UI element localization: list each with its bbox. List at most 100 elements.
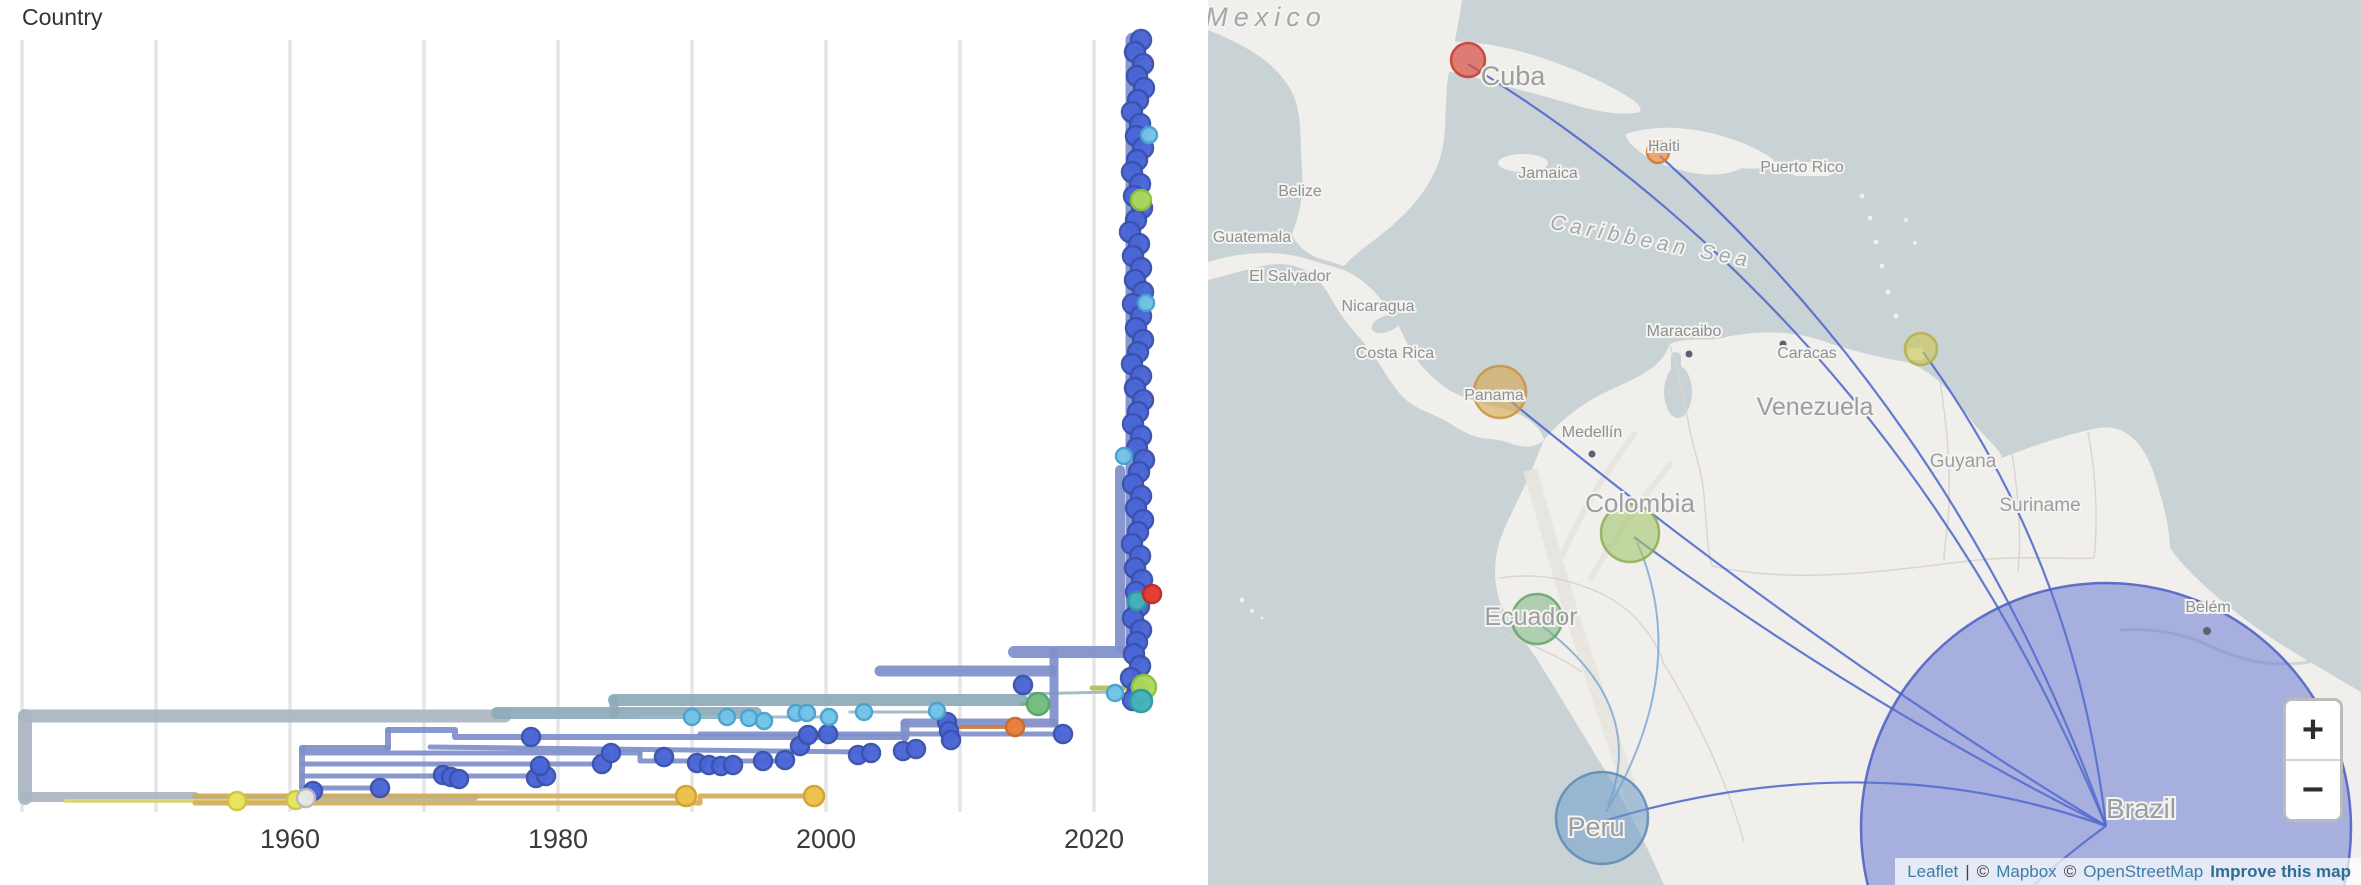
map-attribution: Leaflet | © Mapbox © OpenStreetMap Impro… [1895, 858, 2361, 885]
tree-tip[interactable] [520, 726, 542, 748]
transmission-line-peru-colombia [1605, 541, 1660, 813]
lake-nicaragua [1371, 314, 1401, 334]
place-label: Belize [1278, 183, 1322, 200]
tree-tip[interactable] [797, 724, 819, 746]
map-bubble-panama[interactable] [1472, 364, 1528, 420]
tree-tip[interactable] [1052, 723, 1074, 745]
tree-tip[interactable] [1128, 688, 1154, 714]
tree-tip[interactable] [529, 755, 551, 777]
mapbox-link[interactable]: Mapbox [1996, 861, 2057, 881]
zoom-in-button[interactable]: + [2286, 701, 2340, 759]
tree-tip[interactable] [226, 790, 248, 812]
land-isla-juventud [1421, 98, 1439, 108]
tree-tip[interactable] [940, 729, 962, 751]
tree-tip[interactable] [1139, 125, 1159, 145]
tree-tip[interactable] [674, 784, 698, 808]
map-bubble-haiti[interactable] [1645, 139, 1671, 165]
tree-tip[interactable] [854, 702, 874, 722]
place-label: Maracaibo [1647, 323, 1722, 340]
tree-tip[interactable] [1025, 691, 1051, 717]
zoom-out-button[interactable]: − [2286, 761, 2340, 819]
tree-tip[interactable] [802, 784, 826, 808]
attribution-separator: | [1965, 861, 1970, 881]
tree-tip[interactable] [1141, 583, 1163, 605]
tree-tip[interactable] [717, 707, 737, 727]
tree-tip[interactable] [774, 749, 796, 771]
map-bubble-peru[interactable] [1554, 770, 1650, 866]
coloring-label: Country [22, 4, 103, 30]
place-label: Guyana [1930, 451, 1997, 472]
tree-tip[interactable] [739, 708, 759, 728]
place-label: Venezuela [1757, 393, 1874, 421]
map-bubble-trinidad[interactable] [1903, 331, 1939, 367]
place-label: Mexico [1208, 2, 1327, 32]
land-central-america [1208, 253, 1544, 447]
tree-tip[interactable] [819, 707, 839, 727]
tree-tip[interactable] [1105, 683, 1125, 703]
city-dot [2203, 627, 2211, 635]
place-label: Panama [1464, 387, 1524, 404]
map-bubble-brazil[interactable] [1859, 581, 2353, 885]
city-dot [1588, 450, 1596, 458]
axis-tick-label: 2000 [796, 824, 856, 854]
tree-tip[interactable] [817, 723, 839, 745]
axis-tick-label: 1960 [260, 824, 320, 854]
place-label: Suriname [1999, 495, 2080, 516]
place-label: Colombia [1585, 488, 1695, 518]
tree-tip[interactable] [1012, 674, 1034, 696]
tree-tip[interactable] [860, 742, 882, 764]
land-puerto-rico [1790, 162, 1834, 176]
tree-tip[interactable] [752, 750, 774, 772]
map-bubble-cuba[interactable] [1449, 41, 1487, 79]
place-label: Brazil [2106, 793, 2176, 824]
tree-tip[interactable] [754, 711, 774, 731]
place-label: Nicaragua [1342, 298, 1415, 315]
tree-tip[interactable] [797, 703, 817, 723]
tree-tip[interactable] [682, 707, 702, 727]
phylogenetic-tree[interactable]: 1960 1980 2000 2020 [0, 0, 1208, 885]
place-label: Jamaica [1518, 165, 1578, 182]
tree-tip[interactable] [1136, 293, 1156, 313]
map-bubble-colombia[interactable] [1599, 502, 1661, 564]
improve-map-link[interactable]: Improve this map [2210, 861, 2351, 881]
landmasses [1208, 0, 2361, 885]
tree-tip[interactable] [369, 777, 391, 799]
map-bubble-ecuador[interactable] [1510, 592, 1564, 646]
city-dot [1685, 350, 1693, 358]
tree-branch[interactable] [192, 793, 815, 806]
city-dot [1779, 340, 1787, 348]
axis-tick-label: 1980 [528, 824, 588, 854]
tree-tip[interactable] [1004, 716, 1026, 738]
map-panel[interactable]: Mexico Caribbean Sea Cuba Jamaica Haiti Puert… [1208, 0, 2361, 885]
osm-link[interactable]: OpenStreetMap [2083, 861, 2204, 881]
osm-copyright: © [2063, 861, 2077, 881]
tree-tip[interactable] [722, 754, 744, 776]
mapbox-copyright: © [1976, 861, 1990, 881]
place-label: El Salvador [1249, 268, 1331, 285]
tree-tip[interactable] [1129, 188, 1153, 212]
axis-tick-label: 2020 [1064, 824, 1124, 854]
tree-tip[interactable] [600, 742, 622, 764]
place-label: Belém [2185, 599, 2230, 616]
tree-tip[interactable] [448, 768, 470, 790]
tree-tip[interactable] [295, 787, 317, 809]
place-label: Costa Rica [1356, 345, 1434, 362]
place-label: Medellín [1562, 424, 1622, 441]
place-label: Cuba [1481, 61, 1547, 91]
tree-tip[interactable] [905, 738, 927, 760]
zoom-control-divider [2286, 759, 2340, 761]
place-label: Guatemala [1213, 229, 1291, 246]
tree-tip[interactable] [653, 746, 675, 768]
leaflet-link[interactable]: Leaflet [1907, 861, 1959, 881]
tree-tip[interactable] [1114, 446, 1134, 466]
place-label: Ecuador [1484, 603, 1577, 631]
place-label: Puerto Rico [1760, 159, 1844, 176]
tree-panel: Country 1960 1980 2000 2020 [0, 0, 1208, 885]
place-label: Haiti [1648, 138, 1680, 155]
land-yucatan-mexico [1208, 0, 1462, 266]
tree-tip[interactable] [927, 701, 947, 721]
map-zoom-control: + − [2283, 698, 2343, 822]
tree-branch[interactable] [385, 727, 908, 740]
